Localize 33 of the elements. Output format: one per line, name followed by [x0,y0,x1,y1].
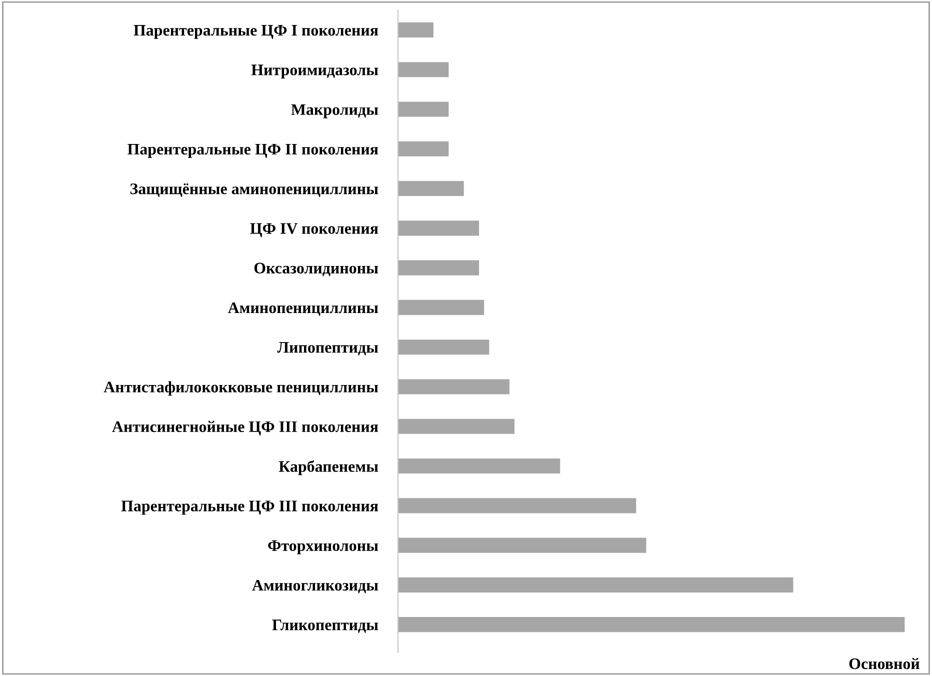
bar [398,617,905,632]
y-tick-label: Парентеральные ЦФ III поколения [121,500,378,515]
bar [398,538,646,553]
y-tick-label: Нитроимидазолы [251,64,378,79]
bar [398,180,464,196]
bar [398,220,480,236]
y-tick-label: Липопептиды [277,342,378,356]
bar [398,577,794,592]
y-tick-label: Гликопептиды [272,620,378,633]
y-tick-label: Парентеральные ЦФ II поколения [128,144,378,158]
bar [398,340,490,355]
bar [398,62,449,78]
bar [398,379,510,394]
bar [398,102,449,117]
y-tick-label: Карбапенемы [278,460,378,476]
y-tick-label: Оксазолидиноны [254,262,378,276]
bar [398,260,480,276]
bar [398,418,515,434]
bar [398,300,484,315]
y-tick-label: Парентеральные ЦФ I поколения [134,25,378,39]
bar [398,458,560,474]
y-tick-label: Антисинегнойные ЦФ III поколения [112,420,378,436]
y-tick-label: ЦФ IV поколения [250,223,378,238]
bar [398,498,636,514]
bar [398,22,434,38]
y-tick-label: Макролиды [291,104,378,118]
y-tick-label: Фторхинолоны [268,540,378,554]
y-tick-label: Защищённые аминопенициллины [130,183,378,197]
bar [398,141,449,156]
y-tick-label: Аминогликозиды [252,580,378,594]
y-tick-label: Антистафилококковые пенициллины [104,381,378,396]
y-tick-label: Аминопенициллины [228,302,378,316]
x-axis-title: Основной [849,658,920,670]
